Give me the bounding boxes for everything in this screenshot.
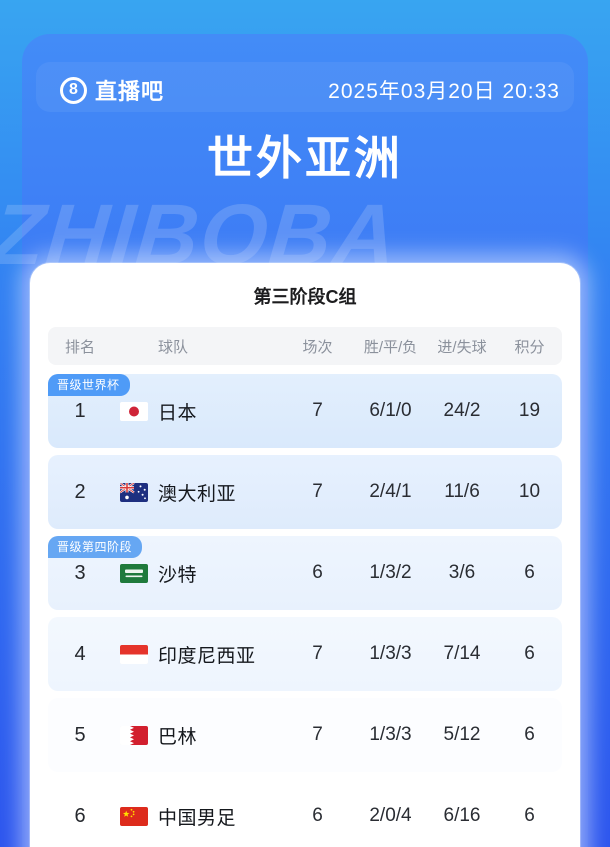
qualification-badge: 晋级世界杯 (48, 374, 130, 396)
flag-indonesia-icon (120, 644, 148, 664)
team-name: 中国男足 (158, 807, 237, 829)
rank-value: 5 (74, 723, 86, 746)
column-header-points: 积分 (514, 338, 545, 356)
goals-value: 6/16 (443, 805, 481, 826)
column-header-goals: 进/失球 (437, 338, 487, 356)
points-value: 6 (524, 562, 535, 583)
goals-value: 3/6 (448, 562, 476, 583)
column-header-wdl: 胜/平/负 (363, 338, 418, 356)
matches-value: 7 (312, 643, 323, 664)
matches-value: 6 (312, 805, 323, 826)
column-header-rank: 排名 (64, 338, 95, 356)
wdl-value: 1/3/2 (369, 562, 412, 583)
flag-saudi-arabia-icon (120, 563, 148, 583)
table-row: 6 中国男足 6 2/0/4 6/16 6 (48, 779, 562, 847)
table-row: 2 澳大利亚 7 2/4/1 11/6 10 (48, 455, 562, 529)
flag-china-icon (120, 806, 148, 826)
table-row: 4 印度尼西亚 7 1/3/3 7/14 6 (48, 617, 562, 691)
rank-value: 6 (74, 804, 86, 827)
rank-value: 4 (74, 642, 86, 665)
team-name: 澳大利亚 (158, 483, 237, 505)
team-name: 沙特 (158, 564, 198, 586)
points-value: 19 (518, 400, 541, 421)
flag-australia-icon (120, 482, 148, 502)
topbar-background (36, 62, 574, 112)
team-cell: 沙特 (112, 560, 281, 587)
points-value: 6 (524, 643, 535, 664)
table-row: 5 巴林 7 1/3/3 5/12 6 (48, 698, 562, 772)
team-cell: 中国男足 (112, 803, 281, 830)
table-row: 晋级世界杯 1 日本 7 6/1/0 24/2 19 (48, 374, 562, 448)
datetime-label: 2025年03月20日 20:33 (328, 80, 560, 103)
column-header-matches: 场次 (302, 338, 333, 356)
team-cell: 印度尼西亚 (112, 641, 281, 668)
matches-value: 7 (312, 400, 323, 421)
table-header-row: 排名 球队 场次 胜/平/负 进/失球 积分 (48, 327, 562, 365)
rank-value: 1 (74, 399, 86, 422)
standings-card: 第三阶段C组 排名 球队 场次 胜/平/负 进/失球 积分 晋级世界杯 1 日本… (30, 263, 580, 847)
matches-value: 6 (312, 562, 323, 583)
wdl-value: 2/0/4 (369, 805, 412, 826)
logo-text: 直播吧 (95, 79, 165, 104)
flag-japan-icon (120, 401, 148, 421)
team-cell: 澳大利亚 (112, 479, 281, 506)
goals-value: 24/2 (443, 400, 481, 421)
page-title: 世外亚洲 (207, 132, 403, 184)
team-cell: 日本 (112, 398, 281, 425)
wdl-value: 1/3/3 (369, 643, 412, 664)
goals-value: 7/14 (443, 643, 481, 664)
points-value: 6 (524, 805, 535, 826)
wdl-value: 1/3/3 (369, 724, 412, 745)
wdl-value: 2/4/1 (369, 481, 412, 502)
points-value: 6 (524, 724, 535, 745)
team-cell: 巴林 (112, 722, 281, 749)
group-title: 第三阶段C组 (253, 287, 357, 307)
logo-8-glyph: 8 (69, 81, 78, 98)
flag-bahrain-icon (120, 725, 148, 745)
team-name: 巴林 (158, 726, 198, 748)
table-body: 晋级世界杯 1 日本 7 6/1/0 24/2 19 2 澳大利亚 7 2/4/… (48, 374, 562, 847)
matches-value: 7 (312, 481, 323, 502)
app-header: 8 直播吧 2025年03月20日 20:33 (60, 72, 560, 108)
rank-value: 3 (74, 561, 86, 584)
zhibo8-logo: 8 直播吧 (60, 74, 164, 106)
rank-value: 2 (74, 480, 86, 503)
qualification-badge: 晋级第四阶段 (48, 536, 143, 558)
matches-value: 7 (312, 724, 323, 745)
logo-8-icon: 8 (60, 76, 87, 104)
wdl-value: 6/1/0 (369, 400, 412, 421)
team-name: 日本 (158, 402, 198, 424)
points-value: 10 (518, 481, 541, 502)
column-header-team: 球队 (158, 338, 189, 356)
team-name: 印度尼西亚 (158, 645, 256, 667)
goals-value: 5/12 (443, 724, 481, 745)
table-row: 晋级第四阶段 3 沙特 6 1/3/2 3/6 6 (48, 536, 562, 610)
goals-value: 11/6 (444, 481, 480, 502)
